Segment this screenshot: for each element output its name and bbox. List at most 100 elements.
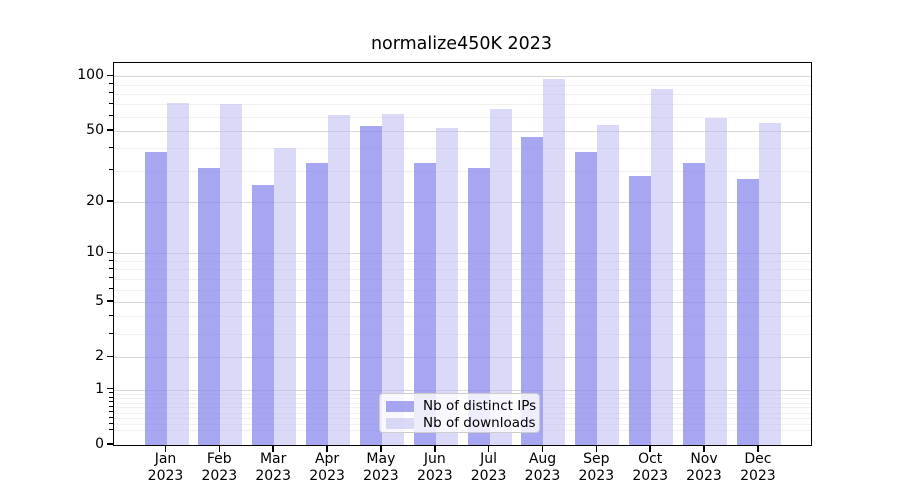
major-gridline — [114, 76, 811, 78]
bar-downloads-feb — [220, 104, 243, 445]
y-minor-tick — [109, 405, 113, 407]
x-tick — [272, 445, 274, 452]
major-gridline — [114, 253, 811, 255]
bar-downloads-jan — [166, 103, 189, 445]
y-minor-tick — [109, 396, 113, 398]
y-tick — [107, 387, 113, 390]
x-tick-label-nov: Nov 2023 — [659, 451, 749, 484]
bar-downloads-jun — [435, 127, 458, 445]
x-tick — [649, 445, 651, 452]
month-label: Mar — [259, 451, 287, 467]
legend-item-ips: Nb of distinct IPs — [386, 398, 539, 414]
x-tick — [595, 445, 597, 452]
month-label: Feb — [206, 451, 232, 467]
month-label: Nov — [690, 451, 718, 467]
bar-distinct-ips-dec — [736, 178, 759, 445]
y-minor-tick — [109, 288, 113, 289]
month-label: Apr — [314, 451, 340, 467]
downloads-swatch-icon — [386, 417, 414, 429]
plot-area — [113, 62, 812, 446]
x-tick-label-jun: Jun 2023 — [390, 451, 480, 484]
year-label: 2023 — [147, 467, 184, 484]
x-tick — [218, 445, 221, 452]
minor-gridline — [114, 278, 811, 280]
y-minor-tick — [109, 115, 113, 116]
y-tick-label: 2 — [95, 348, 104, 365]
y-minor-tick — [109, 401, 113, 403]
minor-gridline — [114, 261, 811, 262]
x-tick — [541, 445, 544, 452]
bar-distinct-ips-aug — [521, 137, 544, 445]
minor-gridline — [114, 289, 811, 291]
y-tick-label: 20 — [86, 192, 104, 209]
minor-gridline — [114, 170, 811, 172]
y-tick — [107, 129, 113, 131]
y-tick-label: 5 — [95, 292, 104, 309]
month-label: May — [366, 451, 396, 467]
y-minor-tick — [109, 314, 113, 316]
bar-downloads-sep — [597, 124, 620, 445]
month-label: Sep — [583, 451, 610, 467]
x-tick-label-jul: Jul 2023 — [444, 451, 534, 484]
bar-downloads-dec — [758, 123, 781, 445]
bar-downloads-mar — [274, 148, 297, 445]
year-label: 2023 — [578, 467, 615, 484]
minor-gridline — [114, 104, 811, 106]
y-minor-tick — [109, 83, 113, 84]
minor-gridline — [114, 93, 811, 95]
month-label: Jan — [154, 451, 177, 467]
bar-distinct-ips-jun — [413, 163, 436, 445]
x-tick-label-aug: Aug 2023 — [498, 451, 588, 484]
y-minor-tick — [109, 146, 113, 148]
x-tick-label-may: May 2023 — [336, 451, 426, 484]
bar-downloads-aug — [543, 78, 566, 445]
month-label: Jul — [480, 451, 498, 467]
y-minor-tick — [109, 332, 113, 334]
y-minor-tick — [109, 422, 113, 424]
y-minor-tick — [109, 102, 113, 104]
bar-distinct-ips-may — [359, 126, 382, 445]
y-minor-tick — [109, 416, 113, 418]
year-label: 2023 — [740, 467, 776, 484]
major-gridline — [114, 357, 811, 359]
bar-distinct-ips-nov — [683, 163, 705, 445]
bar-distinct-ips-feb — [198, 168, 221, 445]
x-tick-label-dec: Dec 2023 — [713, 451, 803, 484]
year-label: 2023 — [201, 467, 238, 484]
year-label: 2023 — [255, 467, 291, 484]
legend-label: Nb of downloads — [423, 415, 536, 431]
year-label: 2023 — [363, 467, 399, 484]
year-label: 2023 — [470, 467, 507, 484]
month-label: Aug — [528, 451, 557, 467]
x-tick-label-jan: Jan 2023 — [121, 451, 211, 484]
bar-downloads-oct — [651, 89, 674, 445]
y-minor-tick — [109, 267, 113, 269]
x-tick — [326, 445, 328, 452]
y-minor-tick — [109, 92, 113, 94]
legend: Nb of distinct IPs Nb of downloads — [379, 393, 540, 433]
x-tick — [703, 445, 705, 452]
year-label: 2023 — [632, 467, 668, 484]
y-minor-tick — [109, 411, 113, 413]
y-tick-label: 0 — [95, 436, 104, 452]
ips-swatch-icon — [386, 400, 414, 412]
chart-title: normalize450K 2023 — [370, 34, 553, 54]
y-tick-label: 10 — [86, 244, 104, 261]
major-gridline — [114, 201, 811, 203]
y-minor-tick — [109, 277, 113, 279]
bar-downloads-jul — [489, 109, 512, 445]
bar-distinct-ips-apr — [306, 163, 329, 445]
y-tick-label: 100 — [77, 67, 104, 84]
minor-gridline — [114, 316, 811, 318]
year-label: 2023 — [309, 467, 345, 484]
y-tick — [107, 443, 113, 445]
bar-downloads-nov — [705, 117, 727, 445]
x-tick — [164, 445, 167, 452]
minor-gridline — [114, 269, 811, 271]
y-tick-label: 1 — [95, 380, 104, 397]
x-tick — [434, 445, 436, 452]
major-gridline — [114, 130, 811, 132]
bar-distinct-ips-sep — [575, 152, 598, 445]
minor-gridline — [114, 334, 811, 336]
